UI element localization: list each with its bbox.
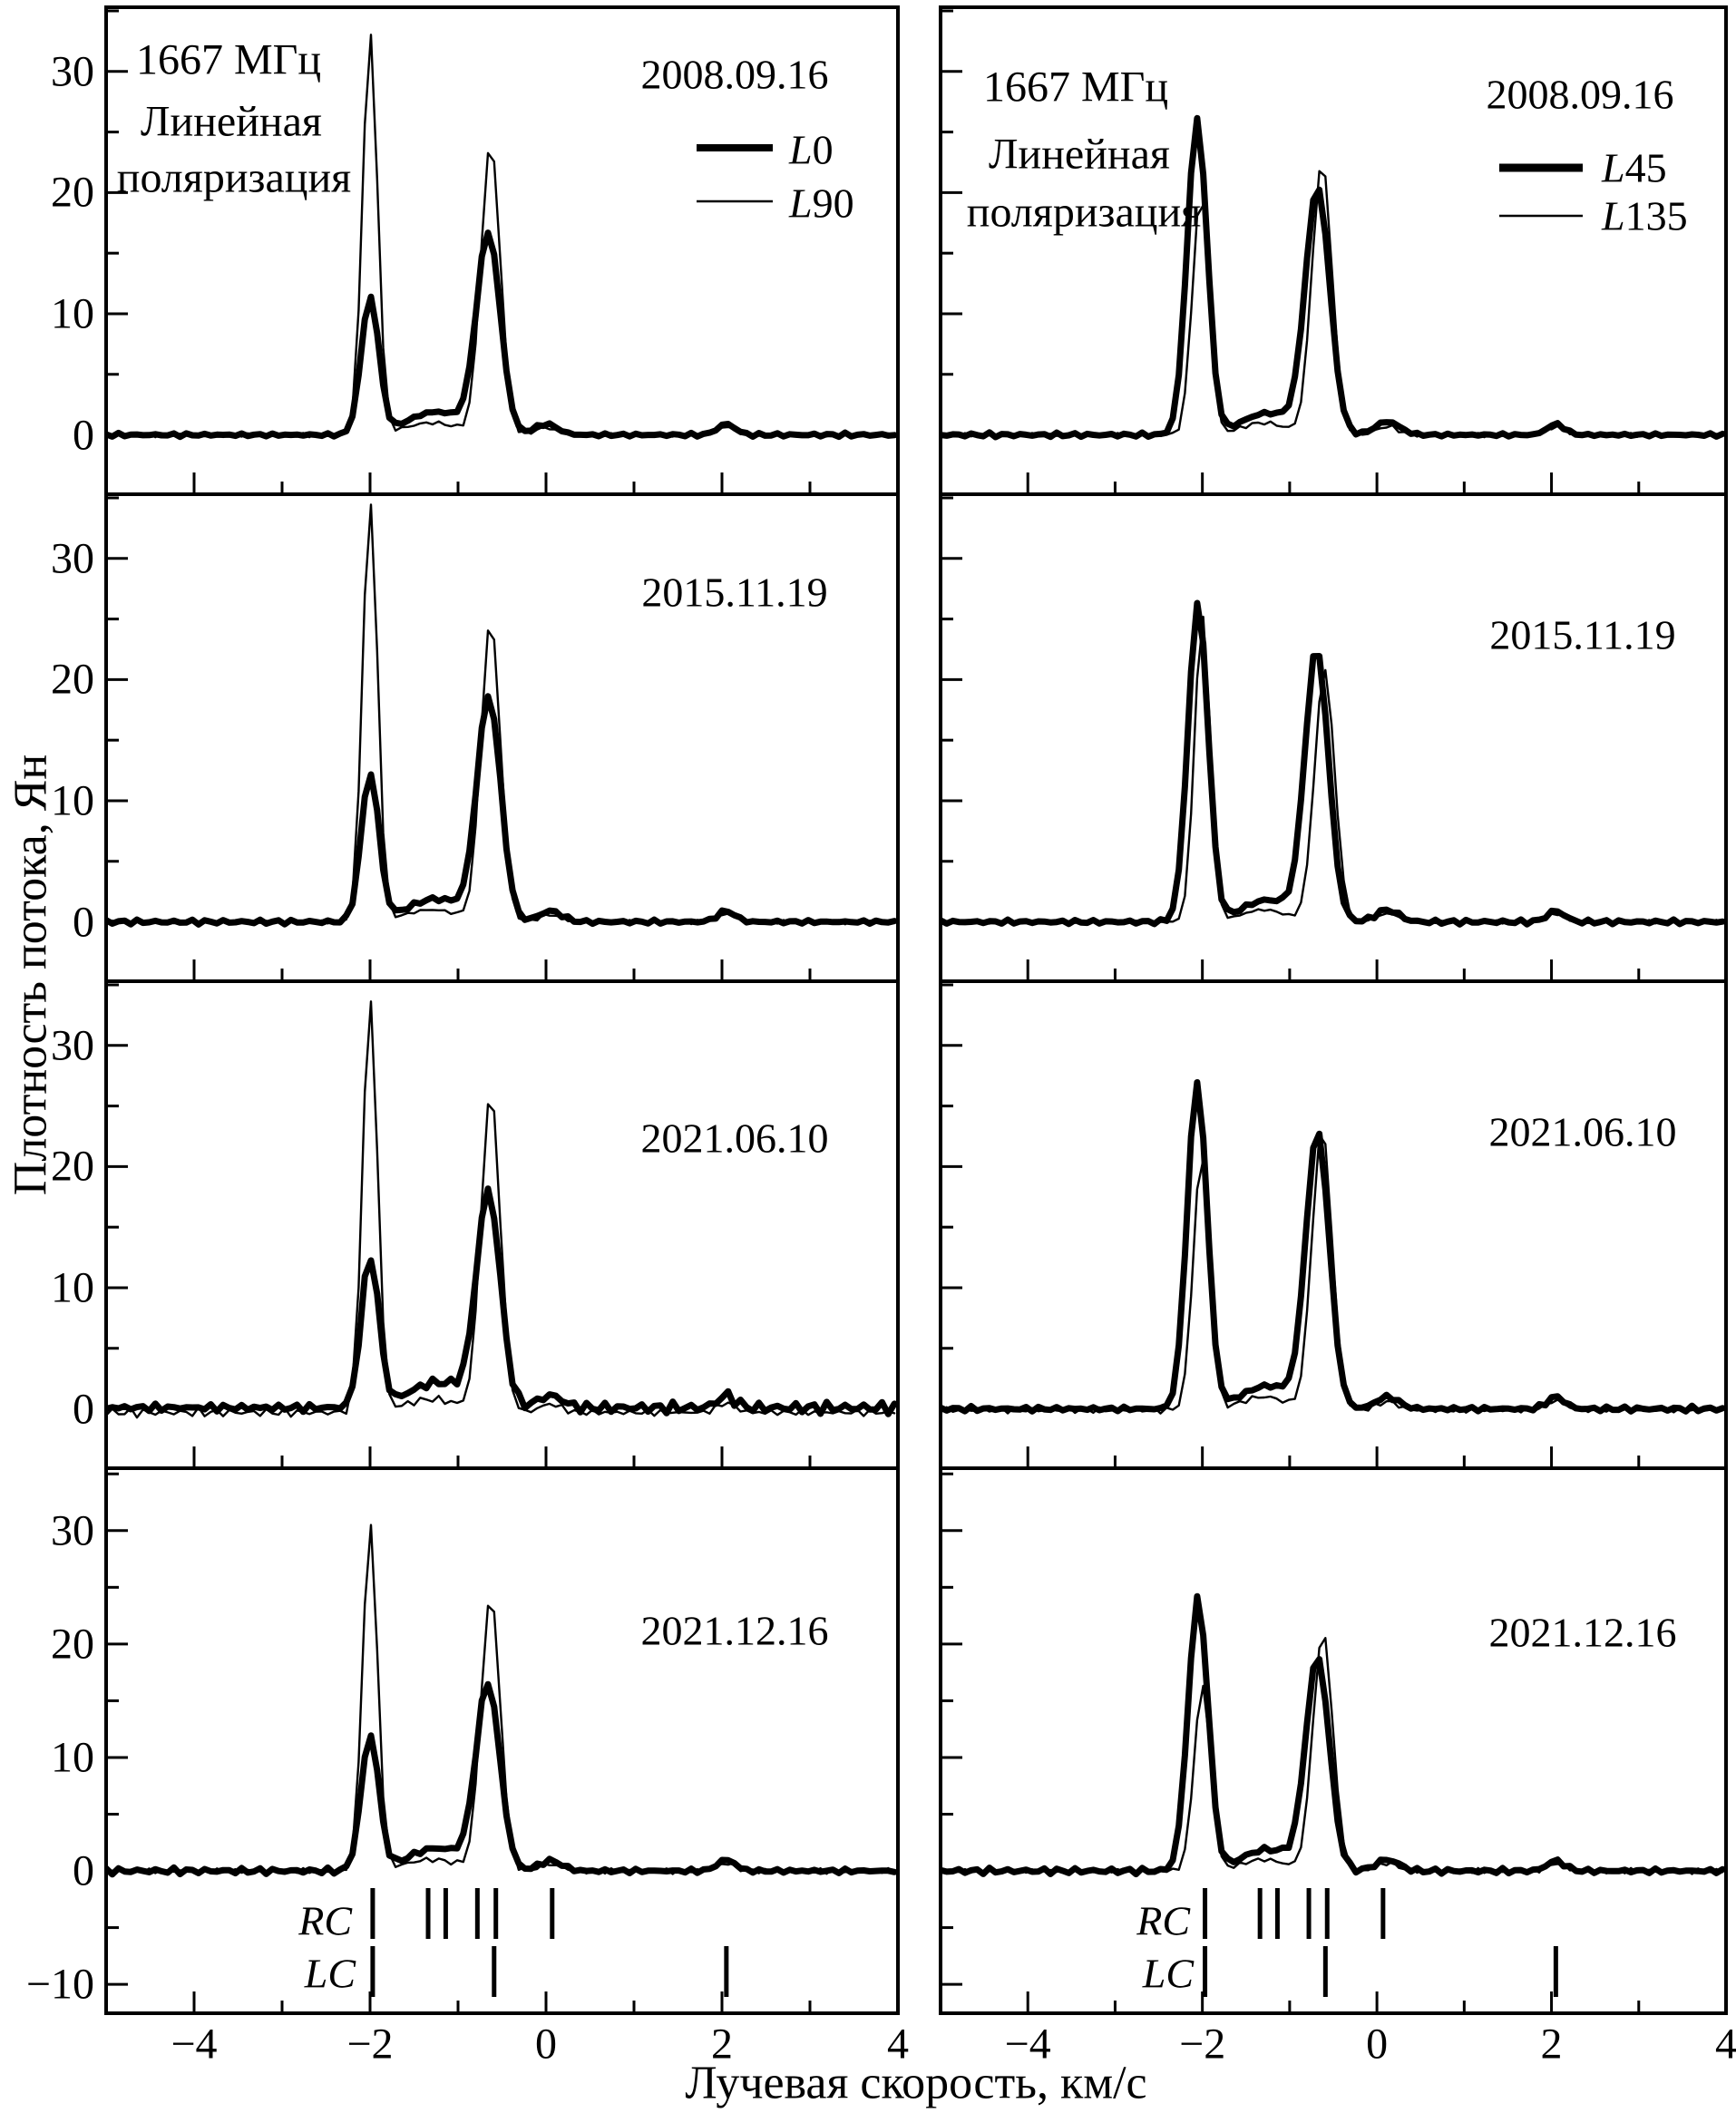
legend-item-l90: L90 bbox=[789, 180, 854, 228]
x-tick-label-0-right: 0 bbox=[1366, 2020, 1389, 2069]
legend-l0-number: 0 bbox=[812, 126, 834, 173]
legend-l45-number: 45 bbox=[1624, 144, 1667, 191]
legend-l135-number: 135 bbox=[1624, 192, 1688, 239]
y-tick-label-0-row4: 0 bbox=[73, 1846, 94, 1895]
frequency-label-left: 1667 МГц bbox=[135, 35, 322, 84]
legend-l90-number: 90 bbox=[812, 180, 854, 227]
spectrum-curve-L0-row3-left bbox=[108, 1185, 896, 1417]
y-tick-label-20-row3: 20 bbox=[51, 1142, 94, 1191]
y-axis-title: Плотность потока, Ян bbox=[5, 754, 57, 1196]
x-tick-label-−4-right: −4 bbox=[1004, 2020, 1051, 2069]
x-tick-label-2-left: 2 bbox=[711, 2020, 733, 2069]
polarization-label-left-line1: Линейная bbox=[141, 97, 322, 146]
x-tick-label-−4-left: −4 bbox=[171, 2020, 218, 2069]
x-tick-label-4-left: 4 bbox=[887, 2020, 909, 2069]
panel-border-row3-left bbox=[104, 979, 900, 1470]
polarization-label-left-line2: поляризация bbox=[116, 153, 352, 202]
y-tick-label-10-row1: 10 bbox=[51, 289, 94, 338]
panel-border-row3-right bbox=[939, 979, 1728, 1470]
date-label-row3-left: 2021.06.10 bbox=[640, 1115, 829, 1162]
spectrum-curve-L45-row3-right bbox=[942, 1079, 1724, 1415]
y-tick-label-20-row1: 20 bbox=[51, 168, 94, 217]
y-tick-label-10-row3: 10 bbox=[51, 1263, 94, 1312]
x-axis-title: Лучевая скорость, км/с bbox=[685, 2057, 1147, 2109]
legend-l135-letter: L bbox=[1602, 192, 1625, 239]
date-label-row1-left: 2008.09.16 bbox=[640, 51, 829, 98]
lc-label-left: LC bbox=[304, 1950, 356, 1997]
spectrum-curve-L45-row4-right bbox=[942, 1592, 1724, 1878]
y-tick-label-10-row2: 10 bbox=[51, 776, 94, 825]
spectrum-curve-L45-row1-right bbox=[942, 114, 1724, 441]
panel-border-row4-left bbox=[104, 1466, 900, 2015]
polarization-label-right-line1: Линейная bbox=[989, 130, 1170, 179]
legend-item-l135: L135 bbox=[1602, 192, 1688, 240]
date-label-row2-right: 2015.11.19 bbox=[1489, 611, 1676, 658]
y-tick-label-−10-row4: −10 bbox=[25, 1960, 94, 2009]
spectrum-curve-L90-row4-left bbox=[108, 1524, 896, 1875]
rc-label-left: RC bbox=[298, 1897, 352, 1944]
legend-item-l0: L0 bbox=[789, 126, 834, 174]
x-tick-label-−2-right: −2 bbox=[1179, 2020, 1226, 2069]
y-tick-label-20-row2: 20 bbox=[51, 655, 94, 704]
legend-item-l45: L45 bbox=[1602, 144, 1667, 192]
y-tick-label-30-row2: 30 bbox=[51, 534, 94, 583]
polarization-label-right-line2: поляризация bbox=[966, 188, 1202, 237]
y-tick-label-0-row3: 0 bbox=[73, 1385, 94, 1434]
y-tick-label-30-row3: 30 bbox=[51, 1021, 94, 1070]
date-label-row1-right: 2008.09.16 bbox=[1486, 71, 1674, 118]
x-tick-label-−2-left: −2 bbox=[346, 2020, 394, 2069]
date-label-row4-right: 2021.12.16 bbox=[1488, 1609, 1677, 1656]
legend-l45-letter: L bbox=[1602, 144, 1625, 191]
y-tick-label-0-row1: 0 bbox=[73, 411, 94, 460]
x-tick-label-0-left: 0 bbox=[535, 2020, 557, 2069]
legend-l90-letter: L bbox=[789, 180, 813, 227]
date-label-row4-left: 2021.12.16 bbox=[640, 1607, 829, 1654]
spectrum-curve-L90-row3-left bbox=[108, 1000, 896, 1419]
y-tick-label-20-row4: 20 bbox=[51, 1620, 94, 1669]
panel-border-row4-right bbox=[939, 1466, 1728, 2015]
spectrum-curve-L0-row1-left bbox=[108, 229, 896, 441]
lc-label-right: LC bbox=[1142, 1950, 1194, 1997]
y-tick-label-0-row2: 0 bbox=[73, 898, 94, 947]
x-tick-label-4-right: 4 bbox=[1715, 2020, 1736, 2069]
y-tick-label-30-row4: 30 bbox=[51, 1506, 94, 1555]
date-label-row3-right: 2021.06.10 bbox=[1488, 1108, 1677, 1155]
date-label-row2-left: 2015.11.19 bbox=[641, 569, 828, 616]
rc-label-right: RC bbox=[1136, 1897, 1190, 1944]
x-tick-label-2-right: 2 bbox=[1540, 2020, 1563, 2069]
y-tick-label-30-row1: 30 bbox=[51, 47, 94, 96]
frequency-label-right: 1667 МГц bbox=[982, 63, 1169, 112]
legend-l0-letter: L bbox=[789, 126, 813, 173]
spectrum-curve-L0-row2-left bbox=[108, 693, 896, 928]
spectrum-curve-L45-row2-right bbox=[942, 599, 1724, 928]
y-tick-label-10-row4: 10 bbox=[51, 1733, 94, 1782]
spectrum-curve-L0-row4-left bbox=[108, 1680, 896, 1878]
